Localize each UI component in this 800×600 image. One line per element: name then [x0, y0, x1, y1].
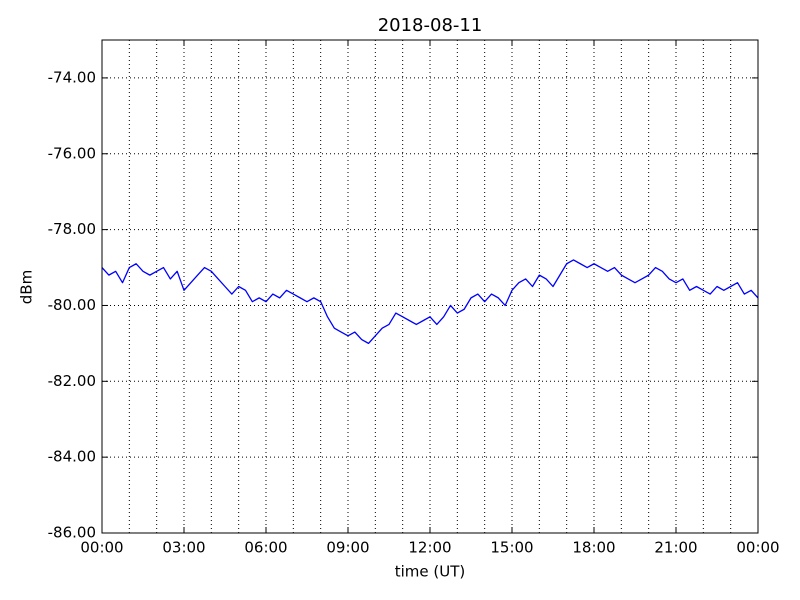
x-tick-label: 15:00 — [490, 539, 533, 557]
x-tick-label: 21:00 — [654, 539, 697, 557]
x-tick-label: 06:00 — [244, 539, 287, 557]
x-tick-label: 00:00 — [736, 539, 779, 557]
y-tick-label: -84.00 — [48, 448, 96, 466]
y-tick-label: -86.00 — [48, 524, 96, 542]
data-line — [101, 259, 759, 345]
y-axis-label: dBm — [18, 270, 36, 304]
x-tick-label: 12:00 — [408, 539, 451, 557]
plot-frame — [101, 39, 759, 534]
y-tick-label: -82.00 — [48, 372, 96, 390]
x-tick-label: 09:00 — [326, 539, 369, 557]
x-tick-label: 18:00 — [572, 539, 615, 557]
y-tick-label: -80.00 — [48, 296, 96, 314]
y-tick-label: -74.00 — [48, 68, 96, 86]
x-tick-label: 03:00 — [162, 539, 205, 557]
y-tick-label: -78.00 — [48, 220, 96, 238]
chart-title: 2018-08-11 — [378, 15, 483, 36]
x-axis-label: time (UT) — [395, 563, 466, 581]
y-tick-label: -76.00 — [48, 144, 96, 162]
x-tick-label: 00:00 — [80, 539, 123, 557]
